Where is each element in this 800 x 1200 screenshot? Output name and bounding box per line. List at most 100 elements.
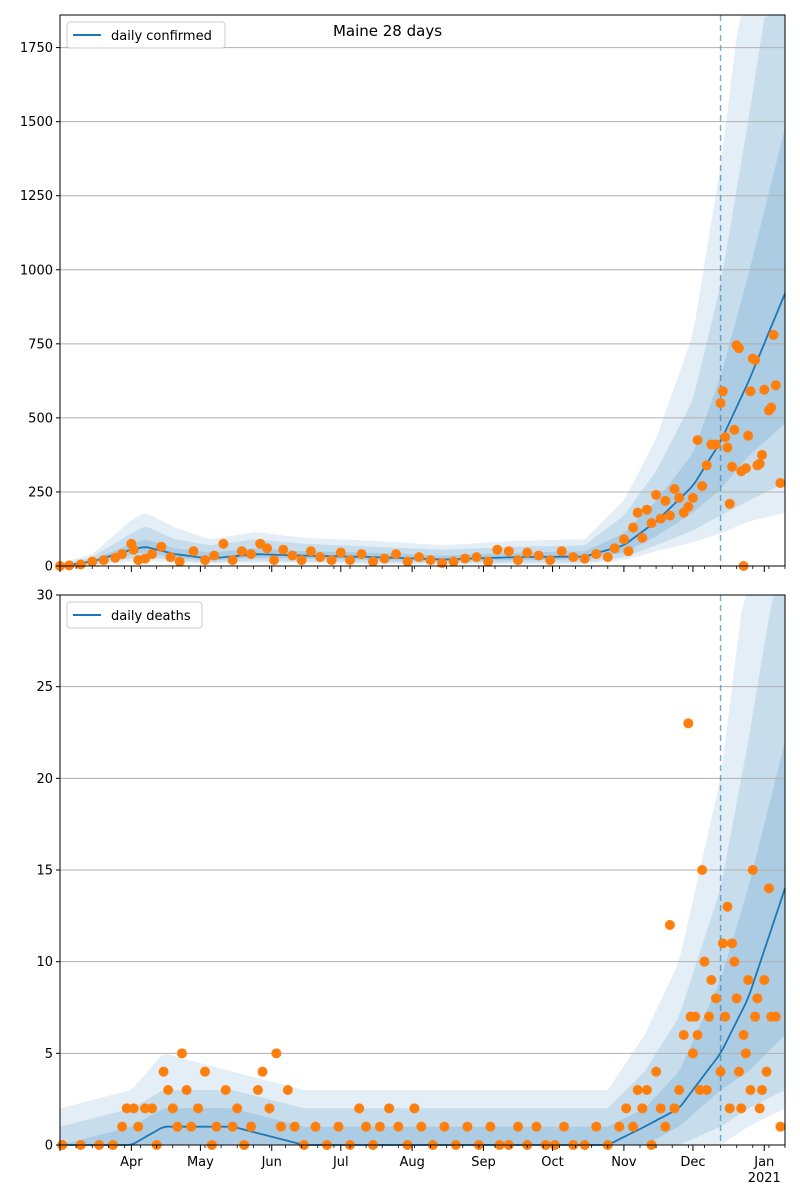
confirmed-observed-point [522, 547, 533, 558]
deaths-observed-point [740, 1048, 751, 1059]
confirmed-observed-point [683, 501, 694, 512]
deaths-observed-point [738, 1030, 749, 1040]
confirmed-observed-point [503, 546, 514, 557]
deaths-observed-point [176, 1048, 187, 1059]
deaths-observed-point [354, 1103, 365, 1114]
confirmed-observed-point [64, 560, 75, 571]
confirmed-x-axis [59, 566, 786, 572]
confirmed-observed-point [209, 550, 220, 561]
deaths-observed-point [745, 1085, 756, 1095]
x-tick-label: Jul [332, 1155, 349, 1170]
confirmed-observed-point [356, 549, 367, 560]
confirmed-observed-point [743, 430, 754, 441]
deaths-observed-point [416, 1121, 427, 1132]
confirmed-observed-point [727, 461, 738, 472]
x-tick-label: Sep [471, 1155, 496, 1170]
confirmed-observed-point [722, 442, 733, 453]
deaths-y-tick-label: 10 [36, 955, 53, 970]
deaths-observed-point [759, 975, 770, 985]
confirmed-observed-point [269, 555, 280, 566]
confirmed-observed-point [246, 549, 257, 560]
confirmed-observed-point [287, 550, 298, 561]
deaths-observed-point [220, 1085, 231, 1095]
deaths-observed-point [374, 1121, 385, 1132]
deaths-band-b2 [60, 595, 785, 1145]
deaths-observed-point [628, 1121, 639, 1132]
deaths-observed-point [181, 1085, 192, 1095]
confirmed-observed-point [628, 522, 639, 533]
deaths-x-axis: Apr May Jun Jul Aug Sep Oct Nov Dec Jan [59, 1145, 786, 1170]
confirmed-observed-point [305, 546, 316, 557]
confirmed-observed-point [720, 432, 731, 443]
confirmed-observed-point [710, 439, 721, 450]
deaths-observed-point [133, 1121, 144, 1132]
confirmed-observed-point [492, 544, 503, 555]
confirmed-observed-point [687, 492, 698, 503]
confirmed-band-b3 [60, 15, 785, 566]
confirmed-observed-point [724, 498, 735, 509]
confirmed-observed-point [315, 552, 326, 563]
deaths-observed-point [621, 1103, 632, 1114]
deaths-observed-point [186, 1121, 197, 1132]
confirmed-observed-point [632, 507, 643, 518]
confirmed-observed-point [623, 546, 634, 557]
deaths-observed-point [710, 993, 721, 1004]
confirmed-observed-point [391, 549, 402, 560]
confirmed-observed-point [402, 556, 413, 567]
confirmed-observed-point [669, 483, 680, 494]
confirmed-observed-point [750, 355, 761, 366]
confirmed-observed-point [618, 534, 629, 545]
confirmed-observed-point [200, 555, 210, 566]
deaths-observed-point [727, 938, 738, 949]
confirmed-observed-point [660, 495, 671, 506]
confirmed-observed-point [425, 555, 436, 566]
deaths-observed-point [140, 1103, 151, 1114]
deaths-observed-point [660, 1121, 671, 1132]
confirmed-band-b2 [60, 15, 785, 566]
deaths-observed-point [761, 1066, 772, 1077]
confirmed-y-tick-label: 1000 [20, 263, 53, 278]
confirmed-observed-point [637, 532, 648, 543]
confirmed-legend: daily confirmed [66, 21, 226, 49]
deaths-observed-point [147, 1103, 158, 1114]
deaths-observed-point [163, 1085, 174, 1095]
deaths-observed-point [637, 1103, 648, 1114]
deaths-y-tick-label: 0 [45, 1139, 53, 1154]
deaths-observed-point [664, 920, 675, 930]
confirmed-observed-point [128, 544, 139, 555]
deaths-observed-point [717, 938, 728, 949]
confirmed-observed-point [609, 543, 620, 554]
confirmed-observed-point [236, 546, 247, 557]
deaths-observed-point [393, 1121, 404, 1132]
deaths-observed-point [333, 1121, 344, 1132]
x-tick-label: Apr [120, 1155, 143, 1170]
deaths-observed-point [117, 1121, 128, 1132]
confirmed-observed-point [87, 556, 98, 567]
deaths-observed-point [232, 1103, 243, 1114]
confirmed-observed-point [368, 556, 379, 567]
deaths-observed-point [172, 1121, 183, 1132]
deaths-observed-point [252, 1085, 263, 1095]
deaths-observed-point [462, 1121, 473, 1132]
deaths-observed-point [747, 865, 758, 875]
deaths-observed-point [167, 1103, 178, 1114]
confirmed-observed-point [545, 555, 556, 566]
deaths-panel: 0 5 10 15 20 25 30 Apr May Jun Jul Aug Sep Oct Nov Dec… [36, 589, 786, 1186]
confirmed-observed-point [756, 449, 767, 460]
confirmed-observed-point [156, 541, 167, 552]
confirmed-observed-point [227, 555, 238, 566]
confirmed-observed-point [326, 555, 337, 566]
deaths-observed-point [674, 1085, 685, 1095]
confirmed-observed-point [262, 543, 273, 554]
deaths-observed-point [724, 1103, 735, 1114]
deaths-observed-point [669, 1103, 680, 1114]
x-tick-label: Nov [611, 1155, 637, 1170]
confirmed-y-axis: 0 250 500 750 1000 1250 1500 1750 [20, 41, 60, 575]
confirmed-axes-frame [59, 14, 786, 567]
deaths-observed-point [729, 956, 740, 967]
confirmed-observed-point [579, 553, 590, 564]
deaths-observed-point [384, 1103, 395, 1114]
deaths-observed-point [409, 1103, 420, 1114]
confirmed-observed-point [651, 489, 662, 500]
confirmed-y-tick-label: 500 [28, 411, 53, 426]
